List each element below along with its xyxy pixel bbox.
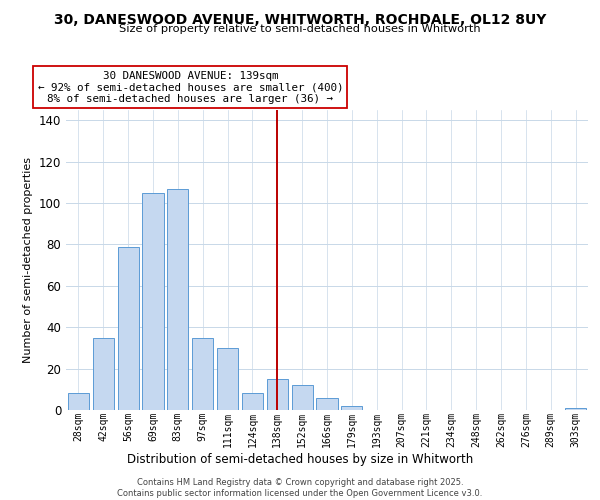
Bar	[142, 193, 164, 410]
Bar	[242, 394, 263, 410]
Text: Distribution of semi-detached houses by size in Whitworth: Distribution of semi-detached houses by …	[127, 452, 473, 466]
Bar	[267, 379, 288, 410]
Y-axis label: Number of semi-detached properties: Number of semi-detached properties	[23, 157, 33, 363]
Bar	[93, 338, 114, 410]
Bar	[217, 348, 238, 410]
Bar	[316, 398, 338, 410]
Text: 30, DANESWOOD AVENUE, WHITWORTH, ROCHDALE, OL12 8UY: 30, DANESWOOD AVENUE, WHITWORTH, ROCHDAL…	[54, 12, 546, 26]
Bar	[292, 385, 313, 410]
Bar	[167, 188, 188, 410]
Text: Size of property relative to semi-detached houses in Whitworth: Size of property relative to semi-detach…	[119, 24, 481, 34]
Bar	[68, 394, 89, 410]
Text: 30 DANESWOOD AVENUE: 139sqm
← 92% of semi-detached houses are smaller (400)
8% o: 30 DANESWOOD AVENUE: 139sqm ← 92% of sem…	[38, 71, 343, 104]
Text: Contains HM Land Registry data © Crown copyright and database right 2025.
Contai: Contains HM Land Registry data © Crown c…	[118, 478, 482, 498]
Bar	[565, 408, 586, 410]
Bar	[118, 246, 139, 410]
Bar	[192, 338, 213, 410]
Bar	[341, 406, 362, 410]
